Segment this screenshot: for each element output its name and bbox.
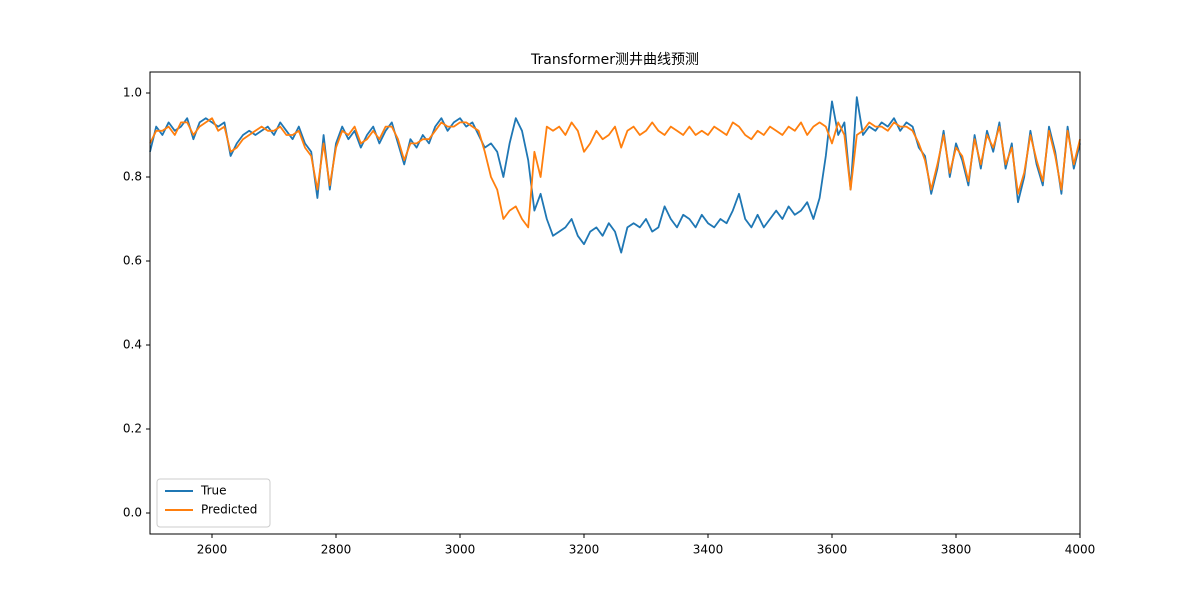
series-line <box>149 117 1081 229</box>
x-tick-label: 2600 <box>197 543 228 557</box>
x-tick-label: 3800 <box>941 543 972 557</box>
series-line <box>149 96 1081 254</box>
y-tick-label: 0.6 <box>123 254 142 268</box>
chart-title: Transformer测井曲线预测 <box>530 52 699 68</box>
legend-label: True <box>200 484 227 498</box>
y-tick-label: 0.4 <box>123 338 142 352</box>
x-tick-label: 2800 <box>321 543 352 557</box>
x-tick-label: 3600 <box>817 543 848 557</box>
plot-frame <box>149 71 1081 535</box>
y-tick-label: 1.0 <box>123 86 142 100</box>
x-tick-label: 3000 <box>445 543 476 557</box>
legend-label: Predicted <box>201 503 257 517</box>
y-tick-label: 0.0 <box>123 506 142 520</box>
y-tick-label: 0.2 <box>123 422 142 436</box>
x-tick-label: 3400 <box>693 543 724 557</box>
x-tick-label: 3200 <box>569 543 600 557</box>
x-tick-label: 4000 <box>1065 543 1096 557</box>
y-tick-label: 0.8 <box>123 170 142 184</box>
